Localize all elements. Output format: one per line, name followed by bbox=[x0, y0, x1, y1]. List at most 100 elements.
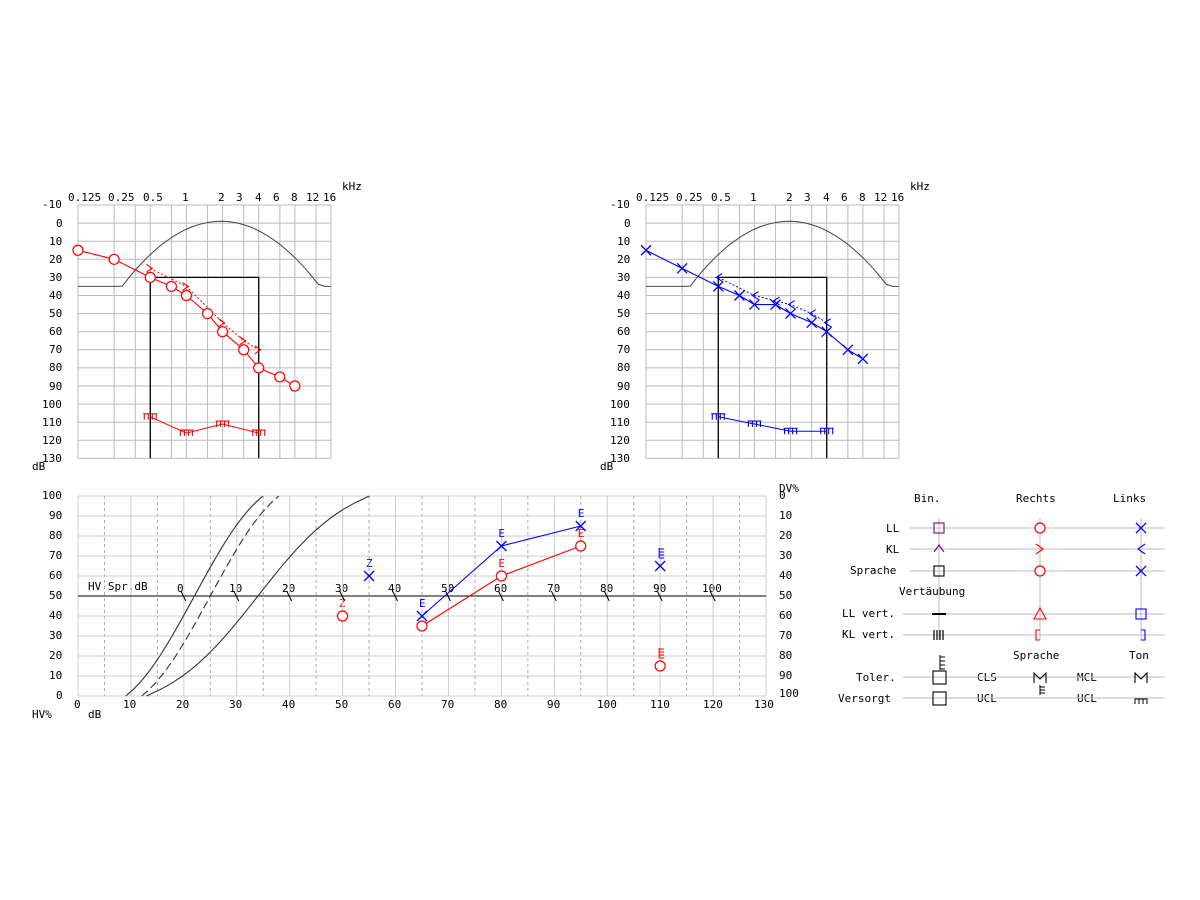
speech-cross-marker bbox=[416, 610, 428, 622]
inner-tick-mark bbox=[286, 590, 293, 602]
x-tick: 100 bbox=[597, 698, 617, 711]
hv-tick: 0 bbox=[56, 689, 63, 702]
freq-tick: 0.25 bbox=[676, 191, 703, 204]
ucl-comb-marker bbox=[747, 420, 762, 428]
speech-circle-marker bbox=[416, 620, 428, 632]
freq-tick: 12 bbox=[306, 191, 319, 204]
legend-row-label: LL bbox=[886, 522, 900, 535]
left-speech-cross-symbol bbox=[1135, 565, 1147, 577]
legend-header-bin: Bin. bbox=[914, 492, 941, 505]
dv-tick: 60 bbox=[779, 609, 792, 622]
versorgt-box-symbol bbox=[932, 691, 947, 706]
legend-header-rechts: Rechts bbox=[1016, 492, 1056, 505]
bone-conduction-marker bbox=[751, 291, 759, 300]
speech-cross-marker bbox=[495, 540, 507, 552]
bone-conduction-marker bbox=[145, 263, 154, 273]
db-tick: 110 bbox=[610, 416, 630, 429]
freq-tick: 2 bbox=[218, 191, 225, 204]
x-tick: 80 bbox=[494, 698, 507, 711]
x-tick: 20 bbox=[176, 698, 189, 711]
bin-caret-symbol bbox=[933, 544, 945, 553]
left-angle-symbol bbox=[1137, 543, 1146, 555]
inner-tick: 70 bbox=[547, 582, 560, 595]
air-conduction-cross bbox=[857, 353, 869, 365]
inner-tick-labels: 0 10 20 30 40 50 60 70 80 90 100 bbox=[177, 582, 722, 595]
inner-tick: 20 bbox=[282, 582, 295, 595]
legend-row-label: KL bbox=[886, 543, 900, 556]
x-tick: 120 bbox=[703, 698, 723, 711]
air-conduction-circle bbox=[165, 280, 178, 293]
aided-cross-marker bbox=[654, 560, 666, 572]
freq-tick: 16 bbox=[323, 191, 336, 204]
hv-tick: 70 bbox=[49, 549, 62, 562]
z-circle-marker bbox=[337, 610, 349, 622]
inner-tick: 80 bbox=[600, 582, 613, 595]
ucl-comb-marker bbox=[179, 429, 194, 437]
dv-tick: 0 bbox=[779, 489, 786, 502]
db-tick: -10 bbox=[610, 198, 630, 211]
dv-tick: 50 bbox=[779, 589, 792, 602]
air-conduction-cross bbox=[712, 280, 724, 292]
reference-curve bbox=[125, 495, 264, 697]
toler-box-symbol bbox=[932, 670, 947, 685]
freq-tick: 0.5 bbox=[143, 191, 163, 204]
left-cross-symbol bbox=[1135, 522, 1147, 534]
bone-conduction-marker bbox=[239, 336, 247, 346]
bin-square-symbol bbox=[933, 522, 945, 534]
inner-tick-mark bbox=[445, 590, 451, 602]
freq-tick: 4 bbox=[255, 191, 262, 204]
x-tick: 110 bbox=[650, 698, 670, 711]
bin-bone-masking-symbol bbox=[933, 630, 944, 640]
bone-conduction-marker bbox=[182, 281, 190, 291]
dv-tick: 80 bbox=[779, 649, 792, 662]
air-conduction-circle bbox=[253, 362, 265, 374]
mcl-speech-symbol bbox=[1033, 671, 1047, 683]
air-conduction-circle bbox=[238, 344, 250, 356]
x-tick: 70 bbox=[441, 698, 454, 711]
air-conduction-cross bbox=[785, 308, 797, 320]
db-tick-labels: -10 0 10 20 30 40 50 60 70 80 90 100 110… bbox=[42, 198, 63, 465]
db-tick: 50 bbox=[617, 307, 630, 320]
ucl-comb-marker bbox=[251, 429, 266, 437]
x-tick: 30 bbox=[229, 698, 242, 711]
bone-conduction-marker bbox=[823, 318, 832, 328]
x-tick: 40 bbox=[282, 698, 295, 711]
air-conduction-cross bbox=[640, 244, 652, 256]
db-tick: 120 bbox=[610, 434, 630, 447]
dv-tick: 10 bbox=[779, 509, 792, 522]
hv-tick: 100 bbox=[42, 489, 62, 502]
hv-tick: 60 bbox=[49, 569, 62, 582]
db-tick: 80 bbox=[49, 361, 62, 374]
inner-tick: 0 bbox=[177, 582, 184, 595]
hv-tick: 30 bbox=[49, 629, 62, 642]
legend-ton-header: Ton bbox=[1129, 649, 1149, 662]
dv-tick: 40 bbox=[779, 569, 792, 582]
legend-row-label: LL vert. bbox=[842, 607, 895, 620]
freq-tick: 1 bbox=[750, 191, 757, 204]
x-tick: 50 bbox=[335, 698, 348, 711]
x-tick: 0 bbox=[74, 698, 81, 711]
db-tick: 100 bbox=[42, 398, 62, 411]
db-tick: 90 bbox=[49, 380, 62, 393]
legend-row-label: KL vert. bbox=[842, 628, 895, 641]
freq-tick: 8 bbox=[291, 191, 298, 204]
speech-banana-curve bbox=[646, 220, 899, 287]
reference-curve bbox=[146, 495, 370, 697]
db-tick: 0 bbox=[624, 217, 631, 230]
versorgt-label: Versorgt bbox=[838, 692, 891, 705]
freq-tick: 1 bbox=[182, 191, 189, 204]
freq-tick-labels: 0.125 0.25 0.5 1 2 3 4 6 8 12 16 bbox=[636, 191, 904, 204]
x-tick: 60 bbox=[388, 698, 401, 711]
db-tick: 70 bbox=[49, 343, 62, 356]
bone-conduction-line bbox=[150, 267, 259, 351]
inner-tick: 30 bbox=[335, 582, 348, 595]
db-tick: 30 bbox=[617, 271, 630, 284]
legend-header-links: Links bbox=[1113, 492, 1146, 505]
freq-tick: 4 bbox=[823, 191, 830, 204]
air-conduction-cross bbox=[821, 326, 833, 338]
db-tick: 130 bbox=[610, 452, 630, 465]
speech-point-mark: E bbox=[419, 597, 426, 610]
inner-tick: 90 bbox=[653, 582, 666, 595]
air-conduction-circle bbox=[201, 308, 214, 320]
